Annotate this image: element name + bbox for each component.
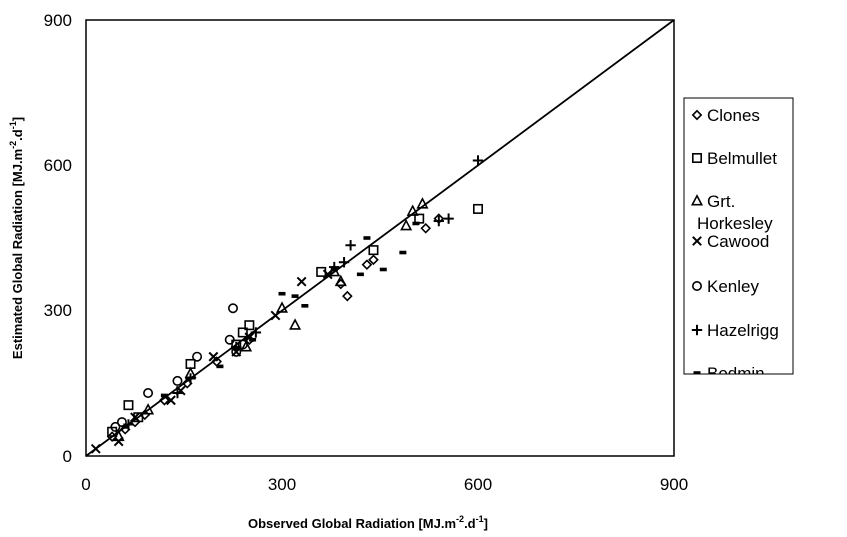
- x-tick-label: 0: [81, 475, 90, 494]
- data-point-grt-horkesley: [240, 340, 253, 352]
- data-point-cawood: [113, 436, 124, 447]
- x-tick-label: 900: [660, 475, 688, 494]
- data-point-hazelrigg: [472, 155, 484, 166]
- data-point-belmullet: [123, 400, 134, 411]
- data-point-bodmin: [363, 236, 371, 240]
- data-point-hazelrigg: [338, 257, 350, 268]
- legend-symbol-grt-horkesley: [690, 194, 704, 206]
- data-point-clones: [361, 259, 373, 270]
- data-point-hazelrigg: [185, 373, 196, 384]
- data-point-grt-horkesley: [275, 301, 289, 313]
- data-point-hazelrigg: [250, 327, 262, 338]
- data-point-bodmin: [301, 304, 309, 308]
- data-point-bodmin: [330, 267, 338, 272]
- legend-label-kenley: Kenley: [707, 277, 759, 296]
- data-point-bodmin: [291, 294, 299, 298]
- data-point-belmullet: [472, 203, 483, 214]
- legend-label-hazelrigg: Hazelrigg: [707, 321, 779, 340]
- y-tick-label: 900: [44, 11, 72, 30]
- data-point-belmullet: [237, 327, 248, 338]
- data-point-bodmin: [278, 291, 286, 296]
- legend: Clones Belmullet Grt. Horkesley Cawood K…: [683, 97, 794, 383]
- one-to-one-line: [85, 19, 675, 457]
- legend-symbol-belmullet: [691, 153, 702, 164]
- data-point-bodmin: [379, 267, 387, 272]
- data-point-kenley: [228, 303, 239, 314]
- data-point-cawood: [296, 276, 307, 287]
- plot-area: [85, 19, 675, 457]
- data-point-cawood: [166, 395, 176, 406]
- data-point-hazelrigg: [231, 341, 242, 353]
- legend-symbol-kenley: [691, 280, 702, 291]
- data-point-grt-horkesley: [406, 204, 419, 216]
- y-tick-label: 300: [44, 301, 72, 320]
- data-point-cawood: [208, 351, 219, 362]
- data-point-grt-horkesley: [400, 218, 413, 231]
- data-point-cawood: [130, 412, 140, 423]
- data-point-hazelrigg: [433, 215, 444, 227]
- x-axis-title: Observed Global Radiation [MJ.m-2.d-1]: [248, 514, 488, 531]
- data-point-hazelrigg: [172, 387, 183, 399]
- legend-label-grt: Grt.: [707, 192, 735, 211]
- legend-label-belmullet: Belmullet: [707, 149, 777, 168]
- data-point-cawood: [90, 443, 101, 454]
- legend-symbol-bodmin: [693, 371, 701, 374]
- data-point-belmullet: [244, 320, 255, 331]
- data-point-bodmin: [216, 364, 224, 369]
- legend-label-clones: Clones: [707, 106, 760, 125]
- data-point-bodmin: [399, 250, 407, 255]
- legend-symbol-hazelrigg: [691, 324, 703, 336]
- data-point-belmullet: [368, 245, 379, 256]
- data-point-cawood: [322, 269, 333, 280]
- data-point-bodmin: [356, 272, 364, 277]
- data-point-kenley: [143, 388, 154, 399]
- data-point-hazelrigg: [443, 213, 454, 224]
- x-tick-label: 600: [464, 475, 492, 494]
- data-point-cawood: [270, 310, 281, 321]
- legend-label-cawood: Cawood: [707, 232, 769, 251]
- data-point-grt-horkesley: [334, 274, 347, 287]
- y-axis-title: Estimated Global Radiation [MJ.m-2.d-1]: [8, 117, 25, 359]
- data-point-kenley: [172, 375, 183, 386]
- y-tick-label: 600: [44, 156, 72, 175]
- legend-symbol-clones: [691, 109, 703, 121]
- data-point-kenley: [110, 421, 121, 432]
- data-point-clones: [159, 394, 170, 406]
- data-point-grt-horkesley: [416, 197, 429, 209]
- data-point-grt-horkesley: [142, 403, 155, 415]
- legend-symbols: [690, 109, 704, 374]
- data-point-kenley: [192, 351, 203, 362]
- plot-frame: [85, 19, 675, 457]
- data-point-clones: [342, 290, 353, 302]
- data-point-clones: [368, 254, 379, 266]
- data-point-bodmin: [412, 221, 420, 226]
- legend-label-horkesley: Horkesley: [697, 214, 773, 233]
- data-point-bodmin: [160, 393, 168, 398]
- data-point-kenley: [224, 334, 235, 345]
- y-tick-label: 0: [63, 447, 72, 466]
- legend-label-bodmin: Bodmin: [707, 364, 765, 383]
- data-point-kenley: [237, 339, 248, 350]
- data-point-clones: [420, 222, 432, 234]
- data-point-bodmin: [121, 425, 129, 429]
- legend-symbol-cawood: [692, 236, 702, 246]
- x-tick-label: 300: [268, 475, 296, 494]
- data-point-grt-horkesley: [289, 318, 302, 330]
- legend-box: [683, 97, 794, 375]
- data-point-bodmin: [249, 337, 257, 342]
- data-point-hazelrigg: [345, 240, 356, 251]
